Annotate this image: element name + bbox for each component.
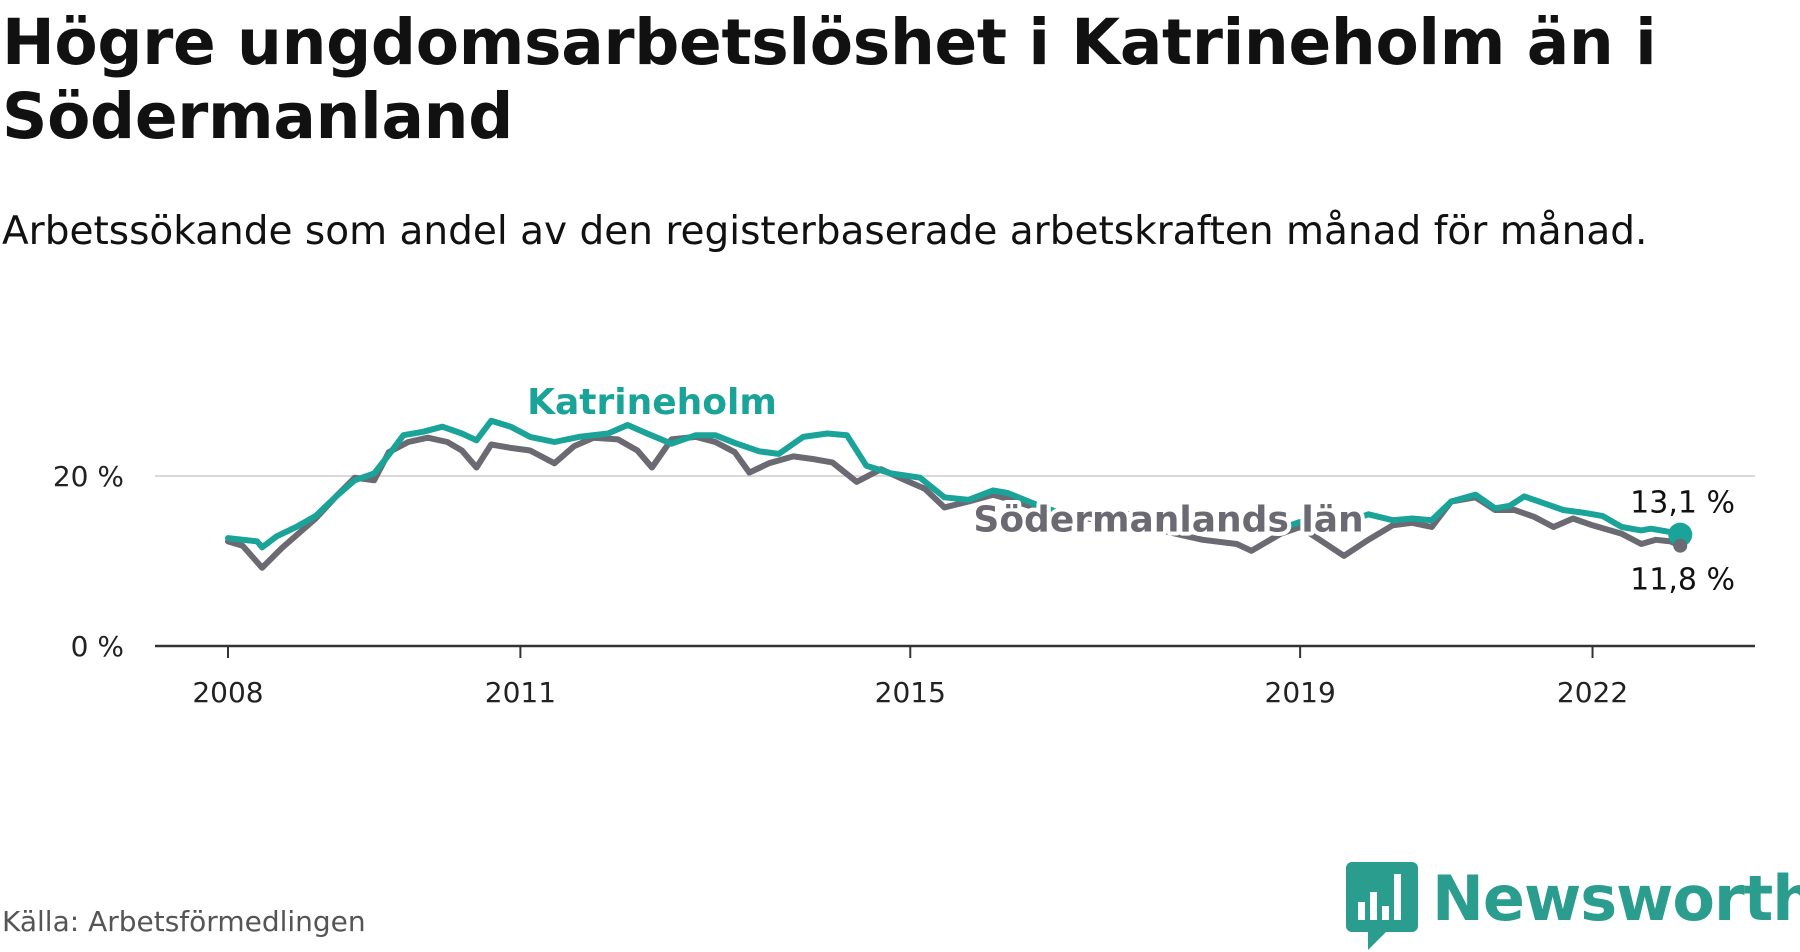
y-axis: 0 % 20 % (53, 460, 124, 663)
end-point-katrineholm (1668, 522, 1693, 547)
x-tick-label: 2008 (192, 676, 263, 709)
y-tick-label: 20 % (53, 460, 124, 493)
chart-bubble-icon (1346, 862, 1418, 950)
series-lines (225, 417, 1693, 571)
label-katrineholm: Katrineholm (527, 382, 777, 423)
line-chart: 2008 2011 2015 2019 2022 0 % 20 % 13,1 % 11,8 … (53, 378, 1755, 709)
x-tick-label: 2015 (875, 676, 946, 709)
source-note: Källa: Arbetsförmedlingen (2, 905, 366, 938)
series-labels: 13,1 % 11,8 % Katrineholm Södermanlands län (523, 378, 1735, 598)
end-point-sodermanland (1673, 538, 1688, 553)
x-axis: 2008 2011 2015 2019 2022 (155, 644, 1755, 709)
chart-subtitle: Arbetssökande som andel av den registerb… (2, 209, 1648, 254)
brand-name: Newsworthy (1432, 862, 1800, 935)
x-tick-label: 2019 (1265, 676, 1336, 709)
series-line-sodermanland (225, 433, 1684, 571)
x-tick-label: 2022 (1557, 676, 1628, 709)
label-sodermanland: Södermanlands län (973, 499, 1363, 540)
end-label-sodermanland: 11,8 % (1630, 563, 1735, 598)
y-tick-label: 0 % (71, 630, 124, 663)
chart-title: Högre ungdomsarbetslöshet i Katrineholm … (2, 6, 1657, 153)
end-label-katrineholm: 13,1 % (1630, 486, 1735, 521)
x-tick-label: 2011 (485, 676, 556, 709)
series-line-katrineholm (225, 417, 1684, 551)
